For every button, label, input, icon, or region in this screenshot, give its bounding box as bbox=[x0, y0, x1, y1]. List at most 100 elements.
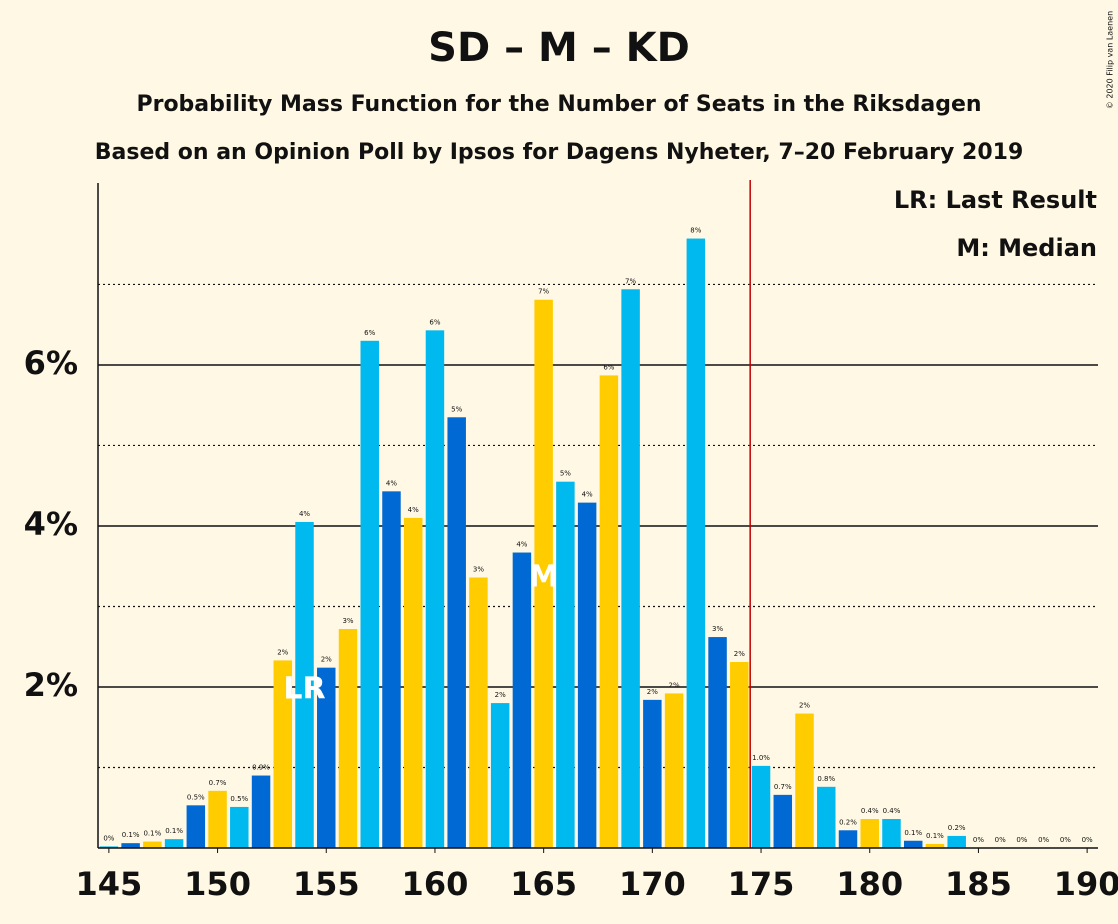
x-tick-label: 180 bbox=[836, 865, 903, 903]
bar bbox=[838, 830, 858, 848]
value-label: 5% bbox=[560, 470, 571, 478]
value-label: 0.5% bbox=[230, 795, 248, 803]
x-tick-label: 145 bbox=[75, 865, 142, 903]
value-label: 4% bbox=[299, 510, 310, 518]
bar bbox=[599, 375, 619, 848]
value-label: 3% bbox=[712, 625, 723, 633]
marker-label: LR bbox=[283, 672, 325, 707]
bar bbox=[317, 667, 336, 848]
value-label: 0.7% bbox=[209, 779, 227, 787]
bar bbox=[447, 417, 466, 848]
bar bbox=[534, 299, 553, 848]
bar bbox=[664, 693, 684, 848]
value-label: 0.7% bbox=[774, 783, 792, 791]
bar bbox=[143, 841, 162, 848]
value-label: 2% bbox=[669, 681, 680, 689]
x-tick-label: 190 bbox=[1054, 865, 1118, 903]
bar bbox=[490, 703, 510, 848]
value-label: 0.2% bbox=[948, 824, 966, 832]
bar bbox=[251, 775, 271, 848]
bar bbox=[425, 330, 445, 848]
value-label: 0% bbox=[1060, 836, 1071, 844]
y-tick-label: 6% bbox=[24, 344, 78, 382]
value-label: 0.1% bbox=[904, 829, 922, 837]
y-tick-label: 4% bbox=[24, 505, 78, 543]
bar bbox=[338, 629, 358, 848]
bar bbox=[751, 765, 771, 848]
value-label: 0.2% bbox=[839, 818, 857, 826]
value-label: 0% bbox=[1082, 836, 1093, 844]
value-label: 0.4% bbox=[861, 807, 879, 815]
value-label: 4% bbox=[386, 479, 397, 487]
value-label: 4% bbox=[408, 506, 419, 514]
bar bbox=[556, 481, 575, 848]
x-tick-label: 150 bbox=[184, 865, 251, 903]
bar bbox=[795, 713, 814, 848]
value-label: 0.4% bbox=[883, 807, 901, 815]
value-label: 0.8% bbox=[817, 775, 835, 783]
x-tick-label: 160 bbox=[402, 865, 469, 903]
value-label: 3% bbox=[342, 617, 353, 625]
value-label: 0% bbox=[1038, 836, 1049, 844]
x-tick-label: 185 bbox=[945, 865, 1012, 903]
value-label: 7% bbox=[625, 277, 636, 285]
value-label: 4% bbox=[582, 491, 593, 499]
value-label: 0% bbox=[973, 836, 984, 844]
value-label: 0.1% bbox=[926, 832, 944, 840]
value-label: 2% bbox=[321, 656, 332, 664]
value-label: 0.1% bbox=[122, 831, 140, 839]
bar bbox=[882, 819, 901, 848]
value-label: 4% bbox=[516, 541, 527, 549]
x-tick-label: 155 bbox=[293, 865, 360, 903]
bar bbox=[121, 843, 140, 848]
value-label: 2% bbox=[647, 688, 658, 696]
bar bbox=[512, 552, 532, 848]
bar bbox=[360, 340, 379, 848]
bar bbox=[403, 517, 423, 848]
bar bbox=[230, 806, 249, 848]
marker-label: M bbox=[529, 560, 559, 595]
bar bbox=[295, 521, 314, 848]
subtitle: Based on an Opinion Poll by Ipsos for Da… bbox=[95, 140, 1024, 165]
bar bbox=[947, 835, 966, 848]
bar bbox=[773, 794, 793, 848]
bar bbox=[186, 805, 206, 848]
bar bbox=[273, 660, 293, 848]
value-label: 8% bbox=[690, 227, 701, 235]
value-label: 6% bbox=[603, 363, 614, 371]
value-label: 0% bbox=[1016, 836, 1027, 844]
bar bbox=[621, 289, 640, 848]
bar bbox=[469, 577, 488, 848]
value-label: 0% bbox=[995, 836, 1006, 844]
bar bbox=[860, 819, 879, 848]
bar bbox=[382, 491, 401, 848]
bar bbox=[577, 502, 597, 848]
bar bbox=[925, 843, 945, 848]
bar bbox=[99, 846, 119, 848]
value-label: 3% bbox=[473, 565, 484, 573]
value-label: 6% bbox=[429, 318, 440, 326]
value-label: 1.0% bbox=[752, 754, 770, 762]
x-tick-label: 170 bbox=[619, 865, 686, 903]
value-label: 0% bbox=[103, 834, 114, 842]
value-label: 2% bbox=[799, 702, 810, 710]
bar bbox=[686, 238, 706, 848]
bar bbox=[208, 790, 227, 848]
x-tick-label: 165 bbox=[510, 865, 577, 903]
value-label: 2% bbox=[734, 650, 745, 658]
value-label: 0.1% bbox=[143, 830, 161, 838]
value-label: 7% bbox=[538, 288, 549, 296]
copyright: © 2020 Filip van Laenen bbox=[1106, 11, 1115, 109]
bar bbox=[643, 699, 662, 848]
chart-title: SD – M – KD bbox=[428, 25, 690, 71]
value-label: 0.5% bbox=[187, 793, 205, 801]
x-tick-label: 175 bbox=[728, 865, 795, 903]
bar bbox=[817, 786, 836, 848]
value-label: 0.9% bbox=[252, 764, 270, 772]
value-label: 2% bbox=[277, 648, 288, 656]
subtitle: Probability Mass Function for the Number… bbox=[136, 92, 981, 117]
value-label: 0.1% bbox=[165, 827, 183, 835]
y-tick-label: 2% bbox=[24, 666, 78, 704]
value-label: 5% bbox=[451, 405, 462, 413]
